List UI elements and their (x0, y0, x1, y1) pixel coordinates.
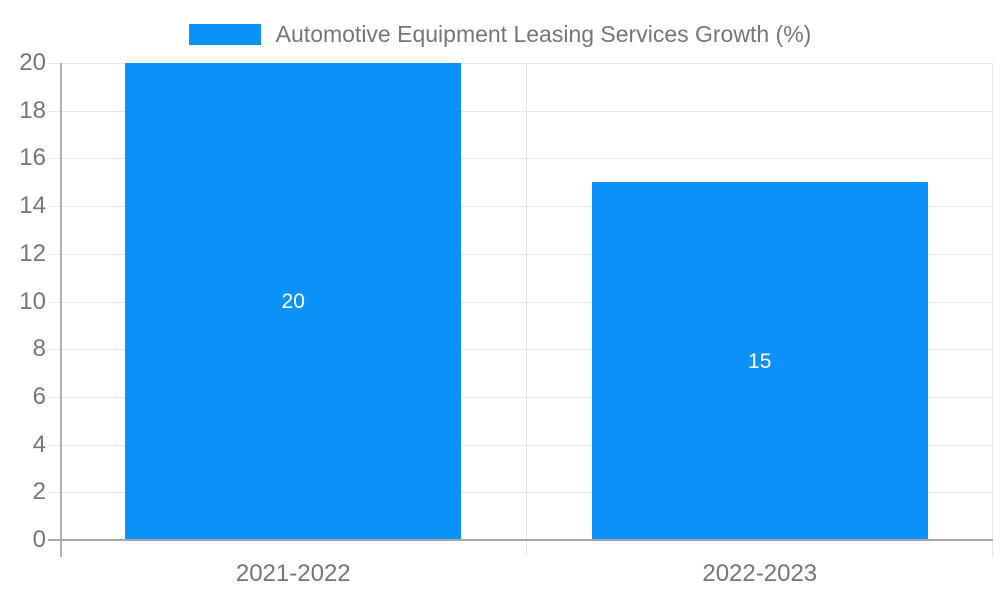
x-tick-label: 2021-2022 (235, 560, 351, 587)
x-axis-baseline (48, 539, 993, 541)
bar-2022-2023: 15 (591, 182, 928, 540)
gridline (48, 63, 993, 64)
gridline (48, 349, 993, 351)
plot-area: 20 15 (48, 63, 993, 557)
legend-swatch (188, 23, 261, 45)
y-tick-label: 10 (19, 287, 46, 315)
y-tick-label: 20 (19, 49, 46, 76)
y-tick-label: 14 (19, 192, 46, 220)
x-tick-label: 2022-2023 (702, 560, 818, 587)
category-boundary-line (992, 63, 993, 557)
y-tick-label: 2 (32, 478, 46, 506)
gridline (48, 110, 993, 112)
gridline (48, 444, 993, 446)
gridline (48, 253, 993, 255)
gridline (48, 158, 993, 160)
y-tick-label: 12 (19, 239, 46, 267)
y-axis-line (60, 63, 62, 557)
bar-value-label: 15 (748, 349, 772, 373)
y-tick-label: 6 (32, 382, 46, 410)
gridline (48, 206, 993, 208)
legend: Automotive Equipment Leasing Services Gr… (0, 20, 1000, 48)
gridline (48, 492, 993, 494)
y-tick-label: 18 (19, 96, 46, 124)
y-tick-label: 0 (32, 526, 46, 553)
y-tick-label: 4 (32, 430, 46, 458)
y-tick-label: 16 (19, 144, 46, 172)
gridline (48, 301, 993, 303)
legend-label: Automotive Equipment Leasing Services Gr… (275, 20, 812, 47)
bar-value-label: 20 (281, 290, 305, 313)
y-tick-label: 8 (32, 335, 46, 363)
category-boundary-line (525, 63, 527, 557)
gridline (48, 396, 993, 398)
bar-2021-2022: 20 (125, 63, 462, 540)
